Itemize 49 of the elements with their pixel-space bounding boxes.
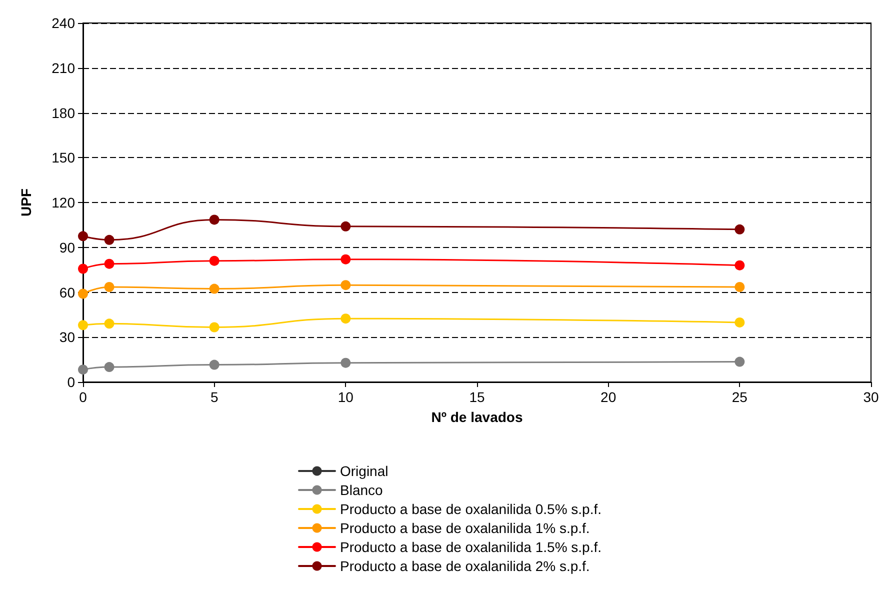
y-tick-label: 30 [59,329,76,346]
point [209,322,220,332]
point [104,282,114,292]
point [340,314,351,324]
point [340,358,351,368]
y-tick-label: 180 [52,104,76,121]
x-tick-label: 0 [79,389,88,405]
point [734,356,745,367]
y-axis-title: UPF [18,188,34,216]
y-tick-label: 150 [52,150,76,166]
legend-label: Blanco [340,482,384,498]
point [340,280,351,290]
point [78,288,88,299]
y-tick-label: 120 [52,194,76,210]
x-tick-label: 10 [338,389,354,405]
x-tick-label: 15 [469,389,485,405]
x-tick-label: 5 [210,389,218,405]
legend-label: Producto a base de oxalanilida 1% s.p.f. [340,520,590,536]
x-axis-title: Nº de lavados [431,409,523,425]
legend-label: Original [340,463,388,479]
point [78,264,88,274]
point [340,254,351,264]
point [734,260,745,270]
x-tick-label: 30 [863,389,879,405]
point [209,214,220,225]
point [209,360,220,370]
y-tick-label: 90 [59,239,76,256]
point [734,224,745,234]
legend-label: Producto a base de oxalanilida 1.5% s.p.f. [340,539,602,555]
y-tick-label: 0 [67,374,76,390]
point [209,284,220,294]
point [734,282,745,292]
point [104,258,114,269]
point [104,234,114,245]
point [104,318,114,329]
x-tick-label: 25 [732,389,748,405]
x-tick-label: 20 [600,389,616,405]
point [209,256,220,266]
point [78,364,88,375]
point [104,362,114,372]
y-tick-label: 60 [59,284,76,300]
point [78,320,88,330]
point [340,221,351,232]
point [78,231,88,242]
legend-label: Producto a base de oxalanilida 2% s.p.f. [340,558,590,574]
legend-label: Producto a base de oxalanilida 0.5% s.p.f. [340,501,602,517]
y-tick-label: 240 [52,15,76,31]
point [734,317,745,328]
y-tick-label: 210 [52,60,76,76]
